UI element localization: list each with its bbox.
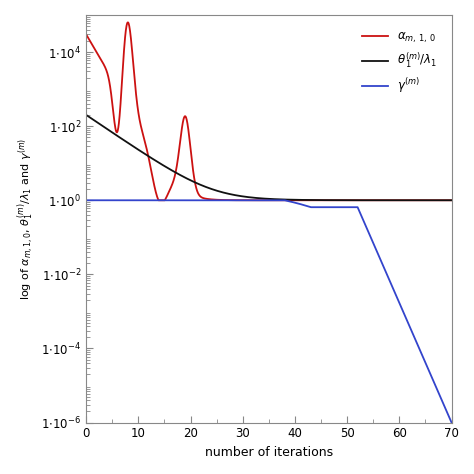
X-axis label: number of iterations: number of iterations [205, 446, 333, 459]
Y-axis label: log of $\alpha_{m,1,0}$, $\theta^{(m)}_1/\lambda_1$ and $\gamma^{(m)}$: log of $\alpha_{m,1,0}$, $\theta^{(m)}_1… [15, 138, 36, 300]
Legend: $\alpha_{m,\,1,\,0}$, $\theta^{(m)}_{\,1}/\lambda_1$, $\gamma^{(m)}$: $\alpha_{m,\,1,\,0}$, $\theta^{(m)}_{\,1… [357, 25, 442, 100]
